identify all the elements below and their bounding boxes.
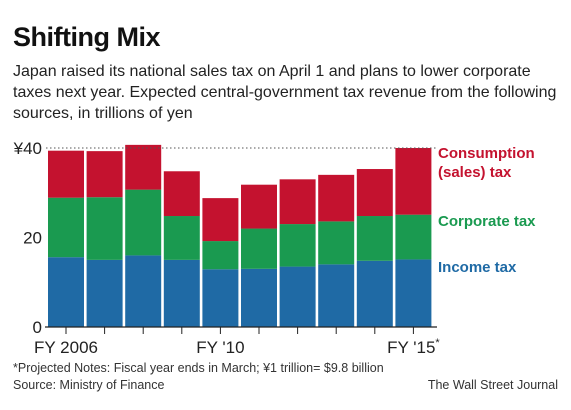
projected-marker: * [435,337,440,349]
bar-segment-income-5 [202,269,239,327]
bar-segment-corporate-1 [48,197,84,258]
x-tick-label-3: FY '15* [387,337,440,357]
bar-segment-corporate-3 [125,189,162,256]
bar-segment-income-10 [395,259,432,327]
bar-segment-income-8 [318,264,355,327]
y-tick-label-40: ¥40 [13,139,42,158]
x-tick-label-2: FY '10 [196,338,244,357]
y-tick-label-0: 0 [33,318,42,337]
bar-segment-corporate-5 [202,241,239,270]
bar-segment-corporate-6 [241,228,277,269]
bar-segment-corporate-7 [279,224,316,267]
bar-segment-consumption-2 [86,151,123,198]
bars-layer [48,144,432,327]
bar-segment-consumption-9 [356,169,393,217]
bar-segment-consumption-10 [395,148,432,215]
bar-segment-corporate-4 [163,216,200,260]
credit-line: The Wall Street Journal [427,378,558,392]
chart-subtitle: Japan raised its national sales tax on A… [13,63,557,122]
bar-segment-income-1 [48,257,84,327]
bar-segment-corporate-2 [86,197,123,260]
x-axis-ticks: FY 2006 FY '10 FY '15* [34,327,440,357]
y-axis-ticks: ¥40 20 0 [13,139,42,337]
bar-segment-corporate-8 [318,221,355,265]
legend-label-income: Income tax [438,259,517,276]
bar-segment-consumption-4 [163,171,200,217]
bar-segment-consumption-7 [279,179,316,225]
bar-segment-consumption-8 [318,174,355,222]
bar-segment-income-3 [125,255,162,327]
bar-segment-income-9 [356,260,393,327]
bar-segment-corporate-10 [395,214,432,260]
bar-segment-income-6 [241,268,277,327]
x-tick-label-1: FY 2006 [34,338,98,357]
bar-segment-corporate-9 [356,216,393,261]
y-tick-label-20: 20 [23,229,42,248]
bar-segment-consumption-1 [48,150,84,198]
footnote: *Projected Notes: Fiscal year ends in Ma… [13,361,384,375]
bar-segment-consumption-6 [241,184,277,229]
bar-segment-income-4 [163,259,200,327]
bar-segment-consumption-3 [125,144,162,190]
bar-segment-income-2 [86,259,123,327]
chart-title: Shifting Mix [13,22,160,52]
legend: Income tax Corporate tax Consumption (sales… [438,145,536,276]
legend-label-corporate: Corporate tax [438,213,536,230]
legend-label-consumption: Consumption (sales) tax [438,145,535,181]
bar-segment-consumption-5 [202,198,239,242]
bar-segment-income-7 [279,266,316,327]
source-line: Source: Ministry of Finance [13,378,165,392]
